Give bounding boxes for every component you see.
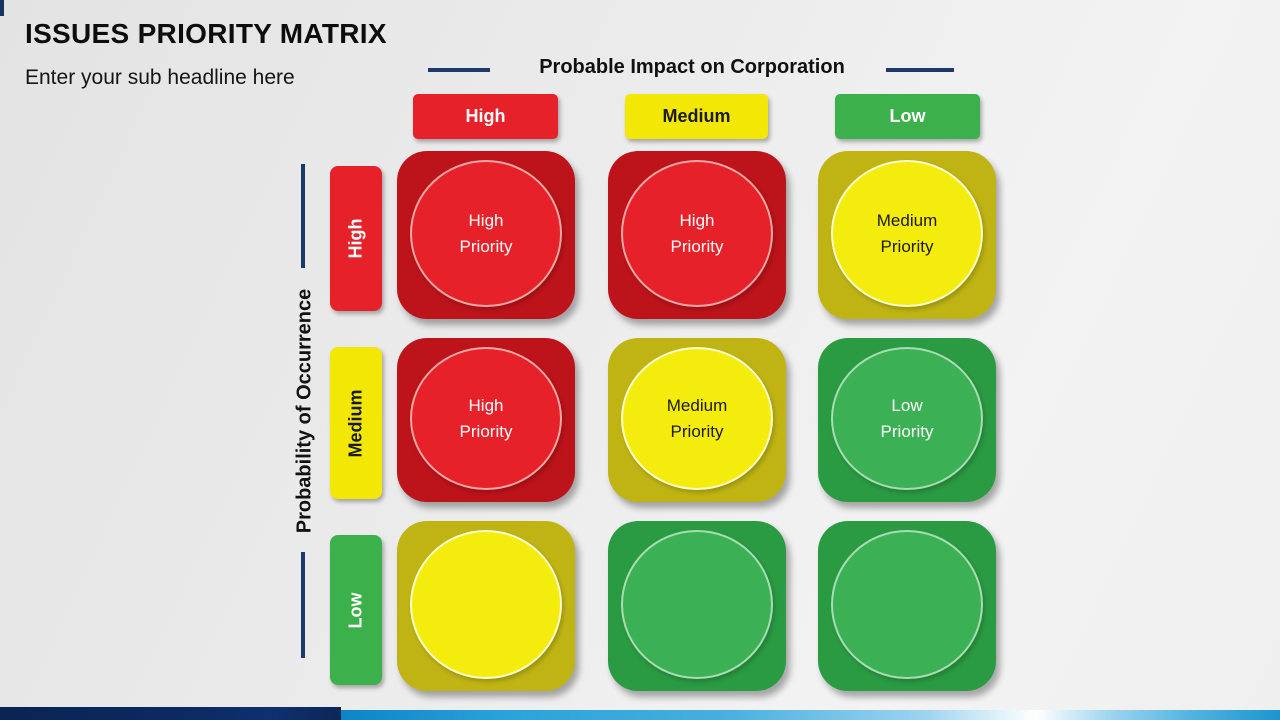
priority-label-line2: Priority: [880, 421, 934, 441]
matrix-cell-medium-occurrence-high-impact: High Priority: [397, 338, 575, 502]
priority-circle: [831, 530, 983, 679]
occurrence-axis-lower-line: [301, 552, 305, 658]
impact-header-low: Low: [835, 94, 980, 139]
priority-label-line1: High: [468, 211, 504, 230]
matrix-cell-high-occurrence-high-impact: High Priority: [397, 151, 575, 319]
footer-bar-blue: [341, 710, 1280, 720]
occurrence-header-medium-label: Medium: [345, 388, 366, 458]
priority-circle: Medium Priority: [621, 347, 773, 490]
matrix-cell-high-occurrence-low-impact: Medium Priority: [818, 151, 996, 319]
priority-label-line2: Priority: [670, 421, 724, 441]
impact-header-high: High: [413, 94, 558, 139]
matrix-cell-medium-occurrence-medium-impact: Medium Priority: [608, 338, 786, 502]
matrix-cell-low-occurrence-high-impact: [397, 521, 575, 691]
priority-label-line1: Low: [891, 396, 923, 415]
top-left-accent-mark: [0, 0, 4, 16]
priority-label-line2: Priority: [459, 236, 513, 256]
occurrence-header-medium: Medium: [330, 347, 382, 499]
footer-bar-navy: [0, 707, 341, 720]
impact-header-medium: Medium: [625, 94, 768, 139]
priority-circle: Low Priority: [831, 347, 983, 490]
occurrence-header-low: Low: [330, 535, 382, 685]
occurrence-axis-upper-line: [301, 164, 305, 268]
priority-label-line2: Priority: [880, 236, 934, 256]
priority-circle: Medium Priority: [831, 160, 983, 307]
slide-title: ISSUES PRIORITY MATRIX: [25, 18, 387, 49]
priority-label-line1: Medium: [666, 396, 728, 415]
impact-axis-left-dash: [428, 68, 490, 72]
matrix-cell-medium-occurrence-low-impact: Low Priority: [818, 338, 996, 502]
priority-circle: [410, 530, 562, 679]
priority-label-line2: Priority: [670, 236, 724, 256]
priority-label-line1: Medium: [876, 211, 938, 230]
matrix-cell-low-occurrence-medium-impact: [608, 521, 786, 691]
priority-circle: High Priority: [410, 347, 562, 490]
priority-label-line1: High: [468, 396, 504, 415]
priority-circle: High Priority: [621, 160, 773, 307]
priority-label-line2: Priority: [459, 421, 513, 441]
impact-axis-right-dash: [886, 68, 954, 72]
slide-subtitle: Enter your sub headline here: [25, 66, 295, 89]
priority-circle: High Priority: [410, 160, 562, 307]
occurrence-header-high-label: High: [345, 218, 366, 259]
occurrence-header-high: High: [330, 166, 382, 311]
impact-axis-title: Probable Impact on Corporation: [539, 56, 845, 78]
occurrence-header-low-label: Low: [345, 592, 366, 628]
matrix-cell-high-occurrence-medium-impact: High Priority: [608, 151, 786, 319]
occurrence-axis-title: Probability of Occurrence: [293, 288, 316, 534]
priority-label-line1: High: [679, 211, 715, 230]
priority-circle: [621, 530, 773, 679]
matrix-cell-low-occurrence-low-impact: [818, 521, 996, 691]
